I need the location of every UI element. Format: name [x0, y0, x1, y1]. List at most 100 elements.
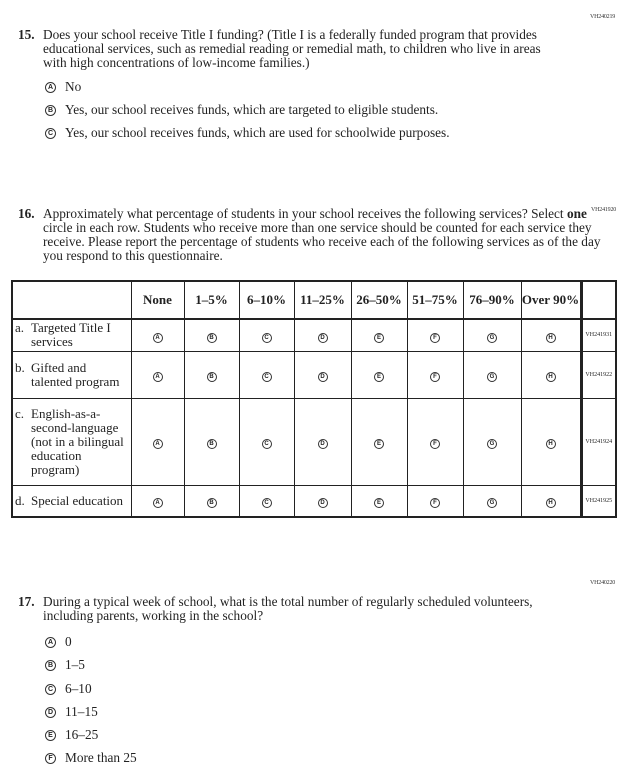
- answer-cell: A: [131, 351, 185, 399]
- item-code: VH241920: [591, 207, 617, 213]
- radio-bubble-icon[interactable]: E: [45, 729, 56, 741]
- radio-bubble-icon[interactable]: A: [152, 498, 163, 509]
- answer-option[interactable]: B Yes, our school receives funds, which a…: [45, 103, 438, 117]
- answer-cell: B: [184, 351, 240, 399]
- answer-option[interactable]: A No: [45, 80, 81, 94]
- radio-bubble-icon[interactable]: H: [545, 372, 556, 382]
- radio-bubble-icon[interactable]: F: [430, 439, 440, 449]
- item-code: VH241922: [581, 351, 617, 399]
- answer-cell: F: [407, 398, 464, 486]
- question-text: Approximately what percentage of student…: [43, 206, 601, 263]
- answer-cell: A: [131, 319, 185, 352]
- answer-option[interactable]: C 6–10: [45, 682, 92, 696]
- radio-bubble-icon[interactable]: A: [152, 372, 163, 382]
- answer-cell: D: [294, 351, 352, 399]
- radio-bubble-icon[interactable]: B: [206, 498, 217, 509]
- column-header: 6–10%: [239, 280, 295, 320]
- item-code: VH240219: [590, 14, 616, 20]
- option-label: Yes, our school receives funds, which ar…: [65, 125, 450, 140]
- answer-cell: D: [294, 485, 352, 518]
- radio-bubble-icon[interactable]: H: [545, 439, 556, 449]
- answer-cell: B: [184, 398, 240, 486]
- radio-bubble-icon[interactable]: B: [206, 332, 217, 343]
- answer-option[interactable]: B 1–5: [45, 658, 85, 672]
- radio-bubble-icon[interactable]: D: [317, 498, 328, 509]
- radio-bubble-icon[interactable]: E: [374, 372, 384, 382]
- column-header: None: [131, 280, 185, 320]
- radio-bubble-icon[interactable]: H: [545, 332, 556, 343]
- emphasis: one: [566, 206, 587, 221]
- answer-cell: B: [184, 319, 240, 352]
- radio-bubble-icon[interactable]: G: [487, 372, 497, 382]
- radio-bubble-icon[interactable]: B: [206, 372, 217, 382]
- radio-bubble-icon[interactable]: F: [45, 752, 56, 764]
- answer-option[interactable]: C Yes, our school receives funds, which a…: [45, 126, 450, 140]
- radio-bubble-icon[interactable]: C: [261, 498, 272, 509]
- radio-bubble-icon[interactable]: C: [45, 127, 56, 139]
- answer-option[interactable]: E 16–25: [45, 728, 98, 742]
- radio-bubble-icon[interactable]: C: [261, 439, 272, 449]
- question-15: 15. Does your school receive Title I fun…: [18, 28, 618, 70]
- answer-cell: G: [463, 351, 522, 399]
- column-header: 11–25%: [294, 280, 352, 320]
- row-label: d. Special education: [11, 485, 132, 518]
- answer-cell: F: [407, 351, 464, 399]
- answer-cell: A: [131, 485, 185, 518]
- answer-option[interactable]: F More than 25: [45, 751, 137, 765]
- option-label: 16–25: [65, 727, 99, 742]
- question-number: 16.: [18, 206, 35, 221]
- radio-bubble-icon[interactable]: E: [374, 439, 384, 449]
- option-label: Yes, our school receives funds, which ar…: [65, 102, 439, 117]
- item-code: VH241925: [581, 485, 617, 518]
- radio-bubble-icon[interactable]: C: [261, 332, 272, 343]
- option-label: 0: [65, 634, 72, 649]
- column-header: 26–50%: [351, 280, 408, 320]
- radio-bubble-icon[interactable]: F: [430, 332, 440, 343]
- radio-bubble-icon[interactable]: B: [45, 104, 56, 116]
- table-row: d. Special education A B C D E F G H VH241925: [11, 485, 617, 518]
- option-label: 11–15: [65, 704, 98, 719]
- radio-bubble-icon[interactable]: D: [317, 332, 328, 343]
- answer-cell: G: [463, 398, 522, 486]
- radio-bubble-icon[interactable]: A: [152, 439, 163, 449]
- row-label: c. English-as-a-second-language (not in a…: [11, 398, 132, 486]
- radio-bubble-icon[interactable]: B: [206, 439, 217, 449]
- radio-bubble-icon[interactable]: D: [45, 706, 56, 718]
- radio-bubble-icon[interactable]: E: [374, 332, 384, 343]
- radio-bubble-icon[interactable]: A: [45, 636, 56, 648]
- row-label: a. Targeted Title I services: [11, 319, 132, 352]
- table-row: b. Gifted and talented program A B C D E F G H VH2…: [11, 351, 617, 399]
- radio-bubble-icon[interactable]: D: [317, 372, 328, 382]
- radio-bubble-icon[interactable]: G: [487, 332, 497, 343]
- radio-bubble-icon[interactable]: A: [45, 81, 56, 93]
- answer-cell: H: [521, 398, 583, 486]
- item-code: VH240220: [590, 580, 616, 586]
- table-row: c. English-as-a-second-language (not in a…: [11, 398, 617, 486]
- answer-option[interactable]: D 11–15: [45, 705, 98, 719]
- radio-bubble-icon[interactable]: F: [430, 372, 440, 382]
- radio-bubble-icon[interactable]: C: [45, 683, 56, 695]
- radio-bubble-icon[interactable]: H: [545, 498, 556, 509]
- answer-cell: H: [521, 319, 583, 352]
- radio-bubble-icon[interactable]: E: [374, 498, 384, 509]
- option-label: 1–5: [65, 657, 85, 672]
- answer-cell: D: [294, 398, 352, 486]
- item-code: VH241924: [581, 398, 617, 486]
- radio-bubble-icon[interactable]: C: [261, 372, 272, 382]
- radio-bubble-icon[interactable]: G: [487, 498, 497, 509]
- question-number: 17.: [18, 594, 35, 609]
- table-row: a. Targeted Title I services A B C D E F G H VH241…: [11, 319, 617, 352]
- radio-bubble-icon[interactable]: F: [430, 498, 440, 509]
- header-code-blank: [581, 280, 617, 320]
- answer-cell: A: [131, 398, 185, 486]
- answer-cell: C: [239, 351, 295, 399]
- answer-cell: C: [239, 398, 295, 486]
- radio-bubble-icon[interactable]: B: [45, 659, 56, 671]
- radio-bubble-icon[interactable]: D: [317, 439, 328, 449]
- answer-cell: E: [351, 351, 408, 399]
- radio-bubble-icon[interactable]: A: [152, 332, 163, 343]
- radio-bubble-icon[interactable]: G: [487, 439, 497, 449]
- answer-cell: E: [351, 319, 408, 352]
- answer-cell: B: [184, 485, 240, 518]
